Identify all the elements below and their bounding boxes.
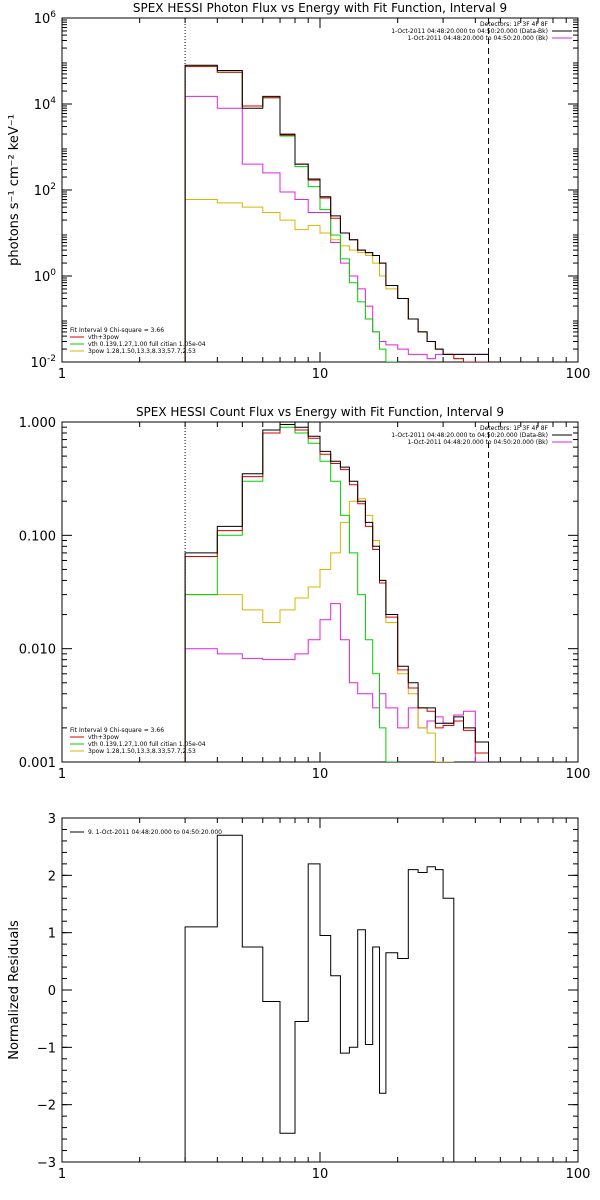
y-tick-exponent: 4 (50, 96, 56, 106)
legend-entry: vth+3pow (88, 334, 119, 341)
y-tick-exponent: 0 (50, 268, 56, 278)
series-vth (184, 426, 398, 762)
y-tick-base: 10 (30, 356, 47, 371)
y-tick-label: 1.000 (19, 416, 56, 431)
legend-entry: vth 0.139,1.27,1.00 full citian 1.05e-04 (88, 741, 206, 748)
y-tick-label: −3 (37, 1156, 56, 1171)
y-tick-label: 0.100 (19, 529, 56, 544)
x-tick-label: 100 (566, 767, 591, 782)
header-text: 1-Oct-2011 04:48:20.000 to 04:50:20.000 … (408, 439, 549, 446)
x-tick-label: 1 (58, 767, 66, 782)
y-tick-label: −2 (37, 1099, 56, 1114)
y-tick-label: 1 (48, 927, 56, 942)
x-tick-label: 100 (566, 1167, 591, 1182)
series-vth (184, 65, 398, 362)
x-tick-label: 1 (58, 1167, 66, 1182)
x-tick-label: 10 (312, 1167, 329, 1182)
legend-entry: vth 0.139,1.27,1.00 full citian 1.05e-04 (88, 341, 206, 348)
y-tick-exponent: -2 (47, 354, 56, 364)
header-text: Detectors: 1F 3F 4F 8F (480, 425, 549, 432)
x-tick-label: 10 (312, 767, 329, 782)
legend-title: Fit Interval 9 Chi-square = 3.66 (70, 327, 164, 334)
y-tick-base: 10 (34, 98, 51, 113)
y-tick-base: 10 (34, 270, 51, 285)
series-data (184, 834, 455, 1162)
legend-entry: vth+3pow (88, 734, 119, 741)
y-tick-exponent: 6 (50, 10, 56, 20)
series-bkg (184, 95, 489, 362)
chart-panel-2: SPEX HESSI Count Flux vs Energy with Fit… (19, 405, 591, 782)
chart-panel-1: SPEX HESSI Photon Flux vs Energy with Fi… (7, 1, 590, 382)
x-tick-label: 10 (312, 367, 329, 382)
y-tick-base: 10 (34, 184, 51, 199)
legend-entry: 3pow 1.28,1.50,13.3,8.33,57.7,2.53 (88, 348, 196, 355)
series-data (184, 424, 489, 762)
y-tick-label: 0 (48, 984, 56, 999)
y-tick-label: 0.010 (19, 643, 56, 658)
series-total (184, 424, 489, 762)
y-tick-label: 10-2 (30, 354, 56, 371)
x-tick-label: 1 (58, 367, 66, 382)
series-bkg (184, 603, 489, 762)
legend-title: Fit Interval 9 Chi-square = 3.66 (70, 727, 164, 734)
y-tick-label: 102 (34, 182, 56, 199)
series-data (184, 64, 489, 362)
y-tick-label: 106 (34, 10, 57, 27)
series-pow (184, 498, 454, 762)
y-axis-label: Normalized Residuals (7, 920, 22, 1060)
chart-panel-3: 1 10 100 −3 −2 −1 0 1 2 3 Normalized Residuals 9. 1… (7, 812, 590, 1182)
y-tick-label: 0.001 (19, 756, 56, 771)
y-tick-label: 100 (34, 268, 57, 285)
y-tick-label: −1 (37, 1041, 56, 1056)
y-tick-label: 2 (48, 869, 56, 884)
chart-title: SPEX HESSI Photon Flux vs Energy with Fi… (133, 1, 507, 15)
y-tick-label: 3 (48, 812, 56, 827)
chart-title: SPEX HESSI Count Flux vs Energy with Fit… (136, 405, 504, 419)
x-tick-label: 100 (566, 367, 591, 382)
y-tick-exponent: 2 (50, 182, 56, 192)
legend-entry: 3pow 1.28,1.50,13.3,8.33,57.7,2.53 (88, 748, 196, 755)
legend-entry: 9. 1-Oct-2011 04:48:20.000 to 04:50:20.0… (88, 829, 222, 836)
series-total (184, 65, 489, 362)
plot-frame (61, 421, 579, 763)
header-text: Detectors: 1F 3F 4F 8F (480, 21, 549, 28)
y-tick-label: 104 (34, 96, 57, 113)
header-text: 1-Oct-2011 04:48:20.000 to 04:50:20.000 … (408, 35, 549, 42)
header-text: 1-Oct-2011 04:48:20.000 to 04:50:20.000 … (391, 28, 548, 35)
header-text: 1-Oct-2011 04:48:20.000 to 04:50:20.000 … (391, 432, 548, 439)
series-pow (184, 199, 489, 362)
y-tick-base: 10 (34, 12, 51, 27)
y-axis-label: photons s⁻¹ cm⁻² keV⁻¹ (7, 114, 22, 266)
